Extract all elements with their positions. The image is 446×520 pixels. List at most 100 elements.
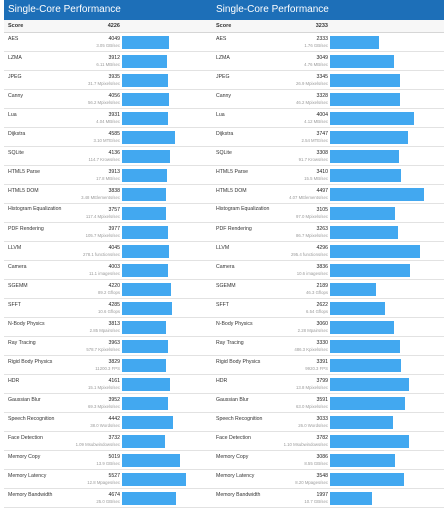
- benchmark-name: PDF Rendering: [216, 226, 272, 232]
- benchmark-row: HDR 4161 15.1 Mpixels/sec: [4, 375, 222, 394]
- benchmark-row: SGEMM 4220 89.2 Gflops: [4, 280, 222, 299]
- benchmark-score-bar: [330, 188, 424, 201]
- benchmark-score-bar: [330, 245, 420, 258]
- benchmark-score-bar: [330, 416, 393, 429]
- benchmark-throughput: 12.8 Mpages/sec: [44, 480, 120, 486]
- benchmark-name: Gaussian Blur: [216, 397, 272, 403]
- benchmark-score: 5019: [64, 454, 120, 460]
- benchmark-name: Lua: [216, 112, 272, 118]
- benchmark-throughput: 3.10 MTE/sec: [44, 138, 120, 144]
- benchmark-name: LLVM: [216, 245, 272, 251]
- benchmark-score: 3977: [64, 226, 120, 232]
- benchmark-score: 3782: [272, 435, 328, 441]
- benchmark-score: 3952: [64, 397, 120, 403]
- benchmark-score: 5527: [64, 473, 120, 479]
- benchmark-score-bar: [330, 340, 400, 353]
- benchmark-throughput: 86.7 Mpixels/sec: [252, 233, 328, 239]
- benchmark-score-bar: [122, 226, 168, 239]
- benchmark-row: HTML5 Parse 3913 17.8 MB/sec: [4, 166, 222, 185]
- benchmark-name: LZMA: [216, 55, 272, 61]
- benchmark-score-bar: [122, 131, 175, 144]
- benchmark-throughput: 38.0 Words/sec: [44, 423, 120, 429]
- benchmark-score: 4045: [64, 245, 120, 251]
- benchmark-row: Lua 3931 4.04 MB/sec: [4, 109, 222, 128]
- benchmark-score-bar: [122, 112, 168, 125]
- benchmark-row: Gaussian Blur 3591 63.0 Mpixels/sec: [212, 394, 444, 413]
- benchmark-throughput: 105.7 Mpixels/sec: [44, 233, 120, 239]
- benchmark-score-bar: [122, 188, 166, 201]
- benchmark-name: Face Detection: [216, 435, 272, 441]
- benchmark-score-bar: [330, 473, 404, 486]
- benchmark-name: HTML5 DOM: [8, 188, 64, 194]
- benchmark-score-bar: [122, 416, 173, 429]
- benchmark-name: Memory Copy: [216, 454, 272, 460]
- benchmark-score-bar: [122, 150, 170, 163]
- benchmark-score: 4004: [272, 112, 328, 118]
- benchmark-row: Lua 4004 4.12 MB/sec: [212, 109, 444, 128]
- benchmark-score-bar: [330, 435, 409, 448]
- benchmark-row: Memory Copy 3086 8.55 GB/sec: [212, 451, 444, 470]
- benchmark-throughput: 17.8 MB/sec: [44, 176, 120, 182]
- benchmark-row: Memory Bandwidth 4674 25.0 GB/sec: [4, 489, 222, 508]
- benchmark-row: Memory Copy 5019 13.9 GB/sec: [4, 451, 222, 470]
- benchmark-throughput: 578.7 Kpixels/sec: [44, 347, 120, 353]
- benchmark-score: 3912: [64, 55, 120, 61]
- benchmark-row: HTML5 DOM 3838 3.48 MElements/sec: [4, 185, 222, 204]
- benchmark-score-bar: [122, 55, 167, 68]
- left-benchmark-list: AES 4049 3.05 GB/sec LZMA 3912 6.11 MB/sec JPE…: [4, 33, 222, 508]
- benchmark-score-bar: [122, 321, 166, 334]
- benchmark-score: 4285: [64, 302, 120, 308]
- benchmark-score-bar: [330, 150, 399, 163]
- benchmark-row: AES 2333 1.76 GB/sec: [212, 33, 444, 52]
- benchmark-score: 4136: [64, 150, 120, 156]
- benchmark-score-bar: [330, 207, 395, 220]
- benchmark-name: Gaussian Blur: [8, 397, 64, 403]
- benchmark-name: Lua: [8, 112, 64, 118]
- benchmark-throughput: 4.76 MB/sec: [252, 62, 328, 68]
- benchmark-throughput: 97.0 Mpixels/sec: [252, 214, 328, 220]
- benchmark-row: Face Detection 3732 1.09 Msubwindows/sec: [4, 432, 222, 451]
- benchmark-score-bar: [330, 321, 394, 334]
- benchmark-score: 3345: [272, 74, 328, 80]
- benchmark-score-bar: [122, 492, 176, 505]
- benchmark-score: 3033: [272, 416, 328, 422]
- benchmark-score: 2622: [272, 302, 328, 308]
- benchmark-score: 3732: [64, 435, 120, 441]
- benchmark-score: 3591: [272, 397, 328, 403]
- benchmark-score: 4161: [64, 378, 120, 384]
- benchmark-row: LZMA 3912 6.11 MB/sec: [4, 52, 222, 71]
- benchmark-throughput: 9920.3 FPS: [252, 366, 328, 372]
- benchmark-score: 3086: [272, 454, 328, 460]
- benchmark-score-bar: [330, 74, 400, 87]
- benchmark-name: HTML5 DOM: [216, 188, 272, 194]
- benchmark-name: Rigid Body Physics: [216, 359, 272, 365]
- benchmark-score-bar: [330, 397, 405, 410]
- benchmark-score-bar: [330, 359, 401, 372]
- benchmark-name: LZMA: [8, 55, 64, 61]
- benchmark-score-bar: [330, 226, 398, 239]
- benchmark-score-bar: [122, 264, 168, 277]
- benchmark-throughput: 1.76 GB/sec: [252, 43, 328, 49]
- benchmark-score: 3935: [64, 74, 120, 80]
- benchmark-name: Rigid Body Physics: [8, 359, 64, 365]
- benchmark-name: Memory Latency: [8, 473, 64, 479]
- benchmark-score: 3308: [272, 150, 328, 156]
- benchmark-score: 3799: [272, 378, 328, 384]
- benchmark-name: LLVM: [8, 245, 64, 251]
- benchmark-throughput: 31.7 Mpixels/sec: [44, 81, 120, 87]
- benchmark-row: Memory Latency 5527 12.8 Mpages/sec: [4, 470, 222, 489]
- benchmark-name: HDR: [216, 378, 272, 384]
- benchmark-throughput: 10.6 images/sec: [252, 271, 328, 277]
- benchmark-name: N-Body Physics: [216, 321, 272, 327]
- benchmark-row: HTML5 Parse 3410 15.5 MB/sec: [212, 166, 444, 185]
- benchmark-throughput: 11200.3 FPS: [44, 366, 120, 372]
- benchmark-name: Speech Recognition: [8, 416, 64, 422]
- benchmark-name: SGEMM: [8, 283, 64, 289]
- benchmark-score-bar: [122, 302, 172, 315]
- benchmark-name: SGEMM: [216, 283, 272, 289]
- benchmark-row: Ray Tracing 3963 578.7 Kpixels/sec: [4, 337, 222, 356]
- benchmark-row: Dijkstra 4585 3.10 MTE/sec: [4, 128, 222, 147]
- benchmark-name: Dijkstra: [216, 131, 272, 137]
- benchmark-score: 3330: [272, 340, 328, 346]
- benchmark-throughput: 114.7 Krows/sec: [44, 157, 120, 163]
